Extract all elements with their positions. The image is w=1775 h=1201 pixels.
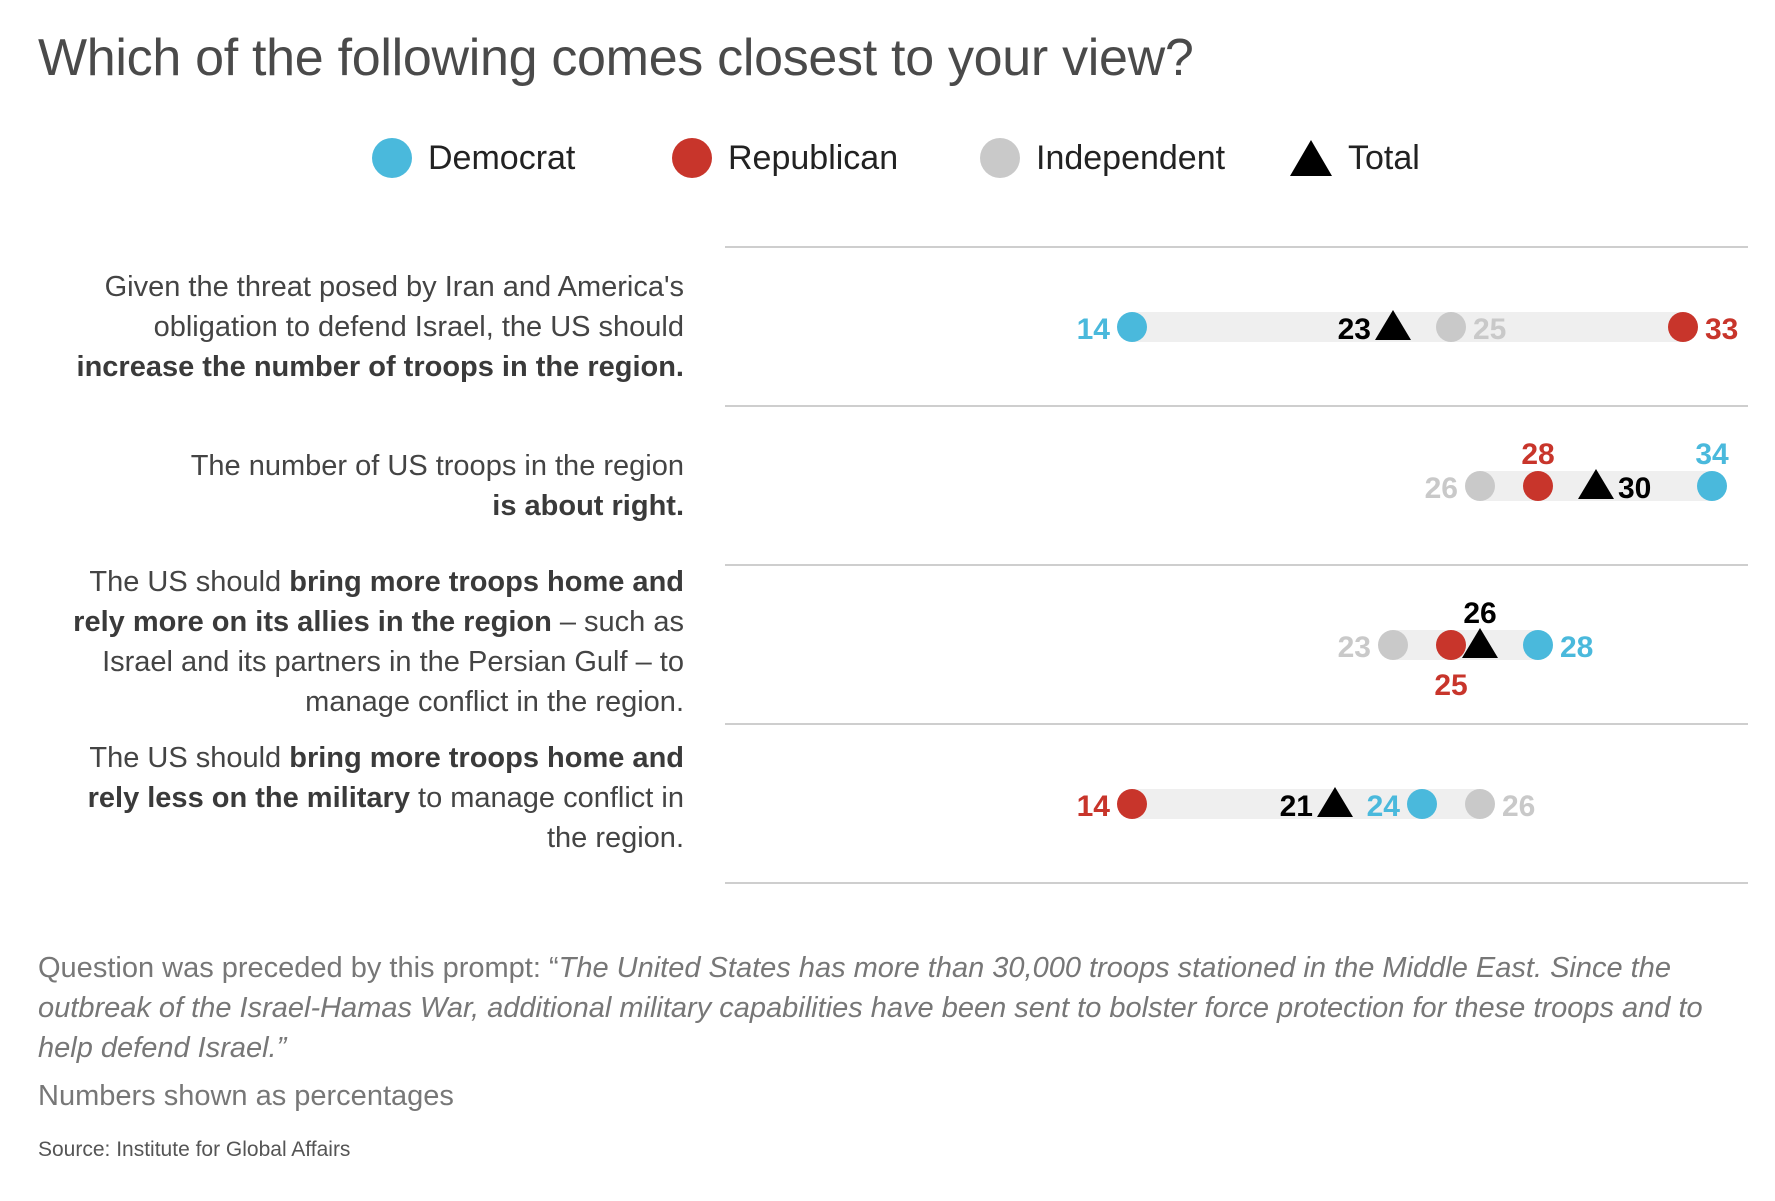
total-marker (1462, 628, 1498, 658)
independent-value-label: 23 (1338, 631, 1371, 664)
legend: Democrat Republican Independent Total (0, 128, 1775, 188)
democrat-marker (1407, 789, 1437, 819)
democrat-value-label: 14 (1077, 313, 1111, 346)
numbers-note: Numbers shown as percentages (38, 1080, 454, 1112)
footnote: Question was preceded by this prompt: “T… (38, 948, 1728, 1068)
source-note: Source: Institute for Global Affairs (38, 1138, 351, 1161)
legend-label: Independent (1036, 138, 1226, 177)
independent-value-label: 26 (1502, 790, 1535, 823)
independent-marker (1465, 471, 1495, 501)
democrat-value-label: 34 (1695, 438, 1729, 471)
footnote-quote: The United States has more than 30,000 t… (38, 952, 1703, 1064)
row-label-line: Given the threat posed by Iran and Ameri… (104, 271, 684, 303)
republican-marker (1436, 630, 1466, 660)
independent-marker (1378, 630, 1408, 660)
row-label-text: to manage conflict in the region. (409, 782, 684, 854)
republican-marker (1523, 471, 1553, 501)
total-marker (1375, 310, 1411, 340)
republican-value-label: 33 (1705, 313, 1738, 346)
independent-marker (1465, 789, 1495, 819)
republican-marker (1668, 312, 1698, 342)
legend-item-democrat: Democrat (372, 128, 575, 188)
row-label-text: The US should (89, 566, 290, 598)
democrat-marker (1523, 630, 1553, 660)
total-value-label: 26 (1463, 597, 1496, 630)
row-label-about-right: The number of US troops in the region is… (44, 446, 684, 526)
republican-marker (1117, 789, 1147, 819)
row-label-bold: bring more troops home and rely less on … (87, 742, 684, 814)
independent-value-label: 26 (1425, 472, 1458, 505)
row-label-rely-on-allies: The US should bring more troops home and… (44, 562, 684, 722)
total-marker (1317, 787, 1353, 817)
legend-label: Total (1348, 138, 1420, 177)
footnote-prefix: Question was preceded by this prompt: “ (38, 952, 559, 984)
legend-label: Democrat (428, 138, 576, 177)
republican-value-label: 14 (1077, 790, 1111, 823)
republican-dot-icon (672, 138, 712, 178)
independent-value-label: 25 (1473, 313, 1506, 346)
row-label-bold: bring more troops home and rely more on … (73, 566, 684, 638)
legend-item-republican: Republican (672, 128, 898, 188)
total-value-label: 21 (1280, 790, 1313, 823)
row-label-line: obligation to defend Israel, the US shou… (153, 311, 684, 343)
row-label-text: The US should (89, 742, 290, 774)
legend-label: Republican (728, 138, 899, 177)
legend-item-total: Total (1290, 128, 1420, 188)
republican-value-label: 28 (1521, 438, 1554, 471)
row-label-text: – such as Israel and its partners in the… (102, 606, 684, 718)
row-label-bold: is about right. (492, 490, 684, 522)
total-value-label: 23 (1338, 313, 1371, 346)
row-label-bold: increase the number of troops in the reg… (76, 351, 684, 383)
chart-title: Which of the following comes closest to … (38, 29, 1194, 87)
democrat-value-label: 28 (1560, 631, 1593, 664)
total-value-label: 30 (1618, 472, 1651, 505)
total-marker (1578, 469, 1614, 499)
republican-value-label: 25 (1434, 669, 1467, 702)
legend-item-independent: Independent (980, 128, 1225, 188)
row-label-increase-troops: Given the threat posed by Iran and Ameri… (44, 267, 684, 387)
independent-marker (1436, 312, 1466, 342)
row-label-less-military: The US should bring more troops home and… (44, 738, 684, 858)
row-label-line: The number of US troops in the region (190, 450, 684, 482)
democrat-marker (1117, 312, 1147, 342)
total-triangle-icon (1290, 140, 1332, 176)
democrat-marker (1697, 471, 1727, 501)
democrat-value-label: 24 (1367, 790, 1401, 823)
democrat-dot-icon (372, 138, 412, 178)
independent-dot-icon (980, 138, 1020, 178)
